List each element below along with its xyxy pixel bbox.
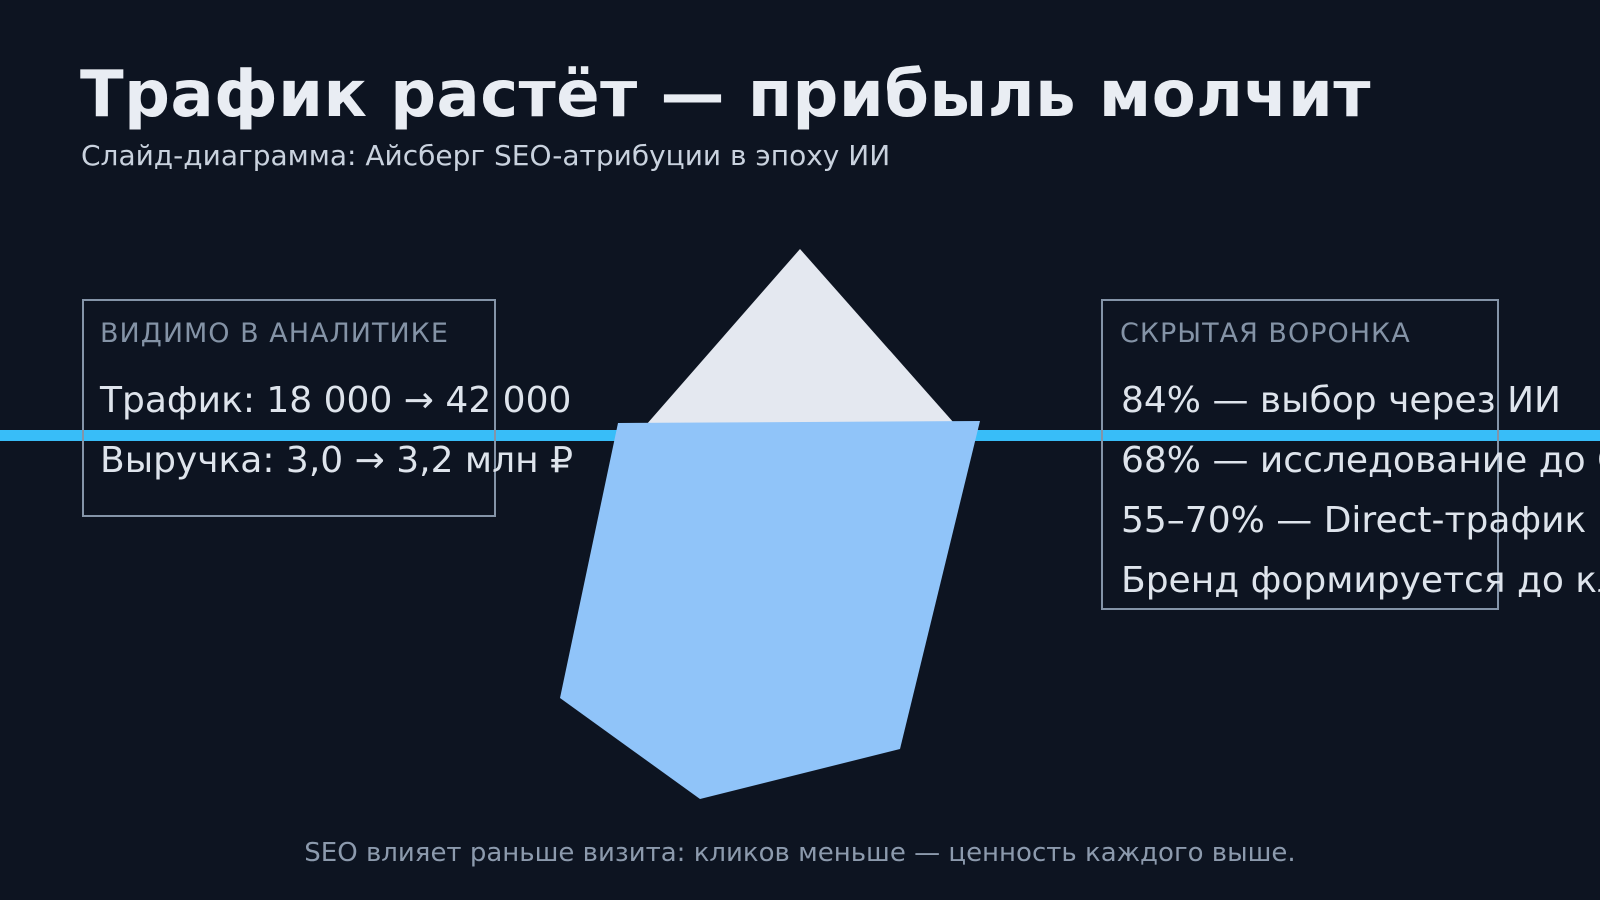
hidden-funnel-header: СКРЫТАЯ ВОРОНКА (1120, 318, 1411, 349)
iceberg-underwater (560, 421, 980, 799)
slide-title: Трафик растёт — прибыль молчит (80, 58, 1371, 132)
brand-stat: Бренд формируется до кл (1121, 560, 1600, 601)
visible-analytics-header: ВИДИМО В АНАЛИТИКЕ (100, 318, 449, 349)
ai-choice-stat: 84% — выбор через ИИ (1121, 380, 1561, 421)
research-stat: 68% — исследование до С (1121, 440, 1600, 481)
slide-footer-note: SEO влияет раньше визита: кликов меньше … (304, 838, 1296, 868)
hidden-funnel-box: СКРЫТАЯ ВОРОНКА 84% — выбор через ИИ 68%… (1101, 299, 1600, 610)
visible-analytics-box: ВИДИМО В АНАЛИТИКЕ Трафик: 18 000 → 42 0… (82, 299, 573, 517)
revenue-stat: Выручка: 3,0 → 3,2 млн ₽ (100, 440, 573, 481)
slide-subtitle: Слайд-диаграмма: Айсберг SEO-атрибуции в… (81, 139, 891, 172)
iceberg-tip (646, 249, 954, 425)
traffic-stat: Трафик: 18 000 → 42 000 (100, 380, 572, 421)
direct-traffic-stat: 55–70% — Direct-трафик (1121, 500, 1587, 541)
